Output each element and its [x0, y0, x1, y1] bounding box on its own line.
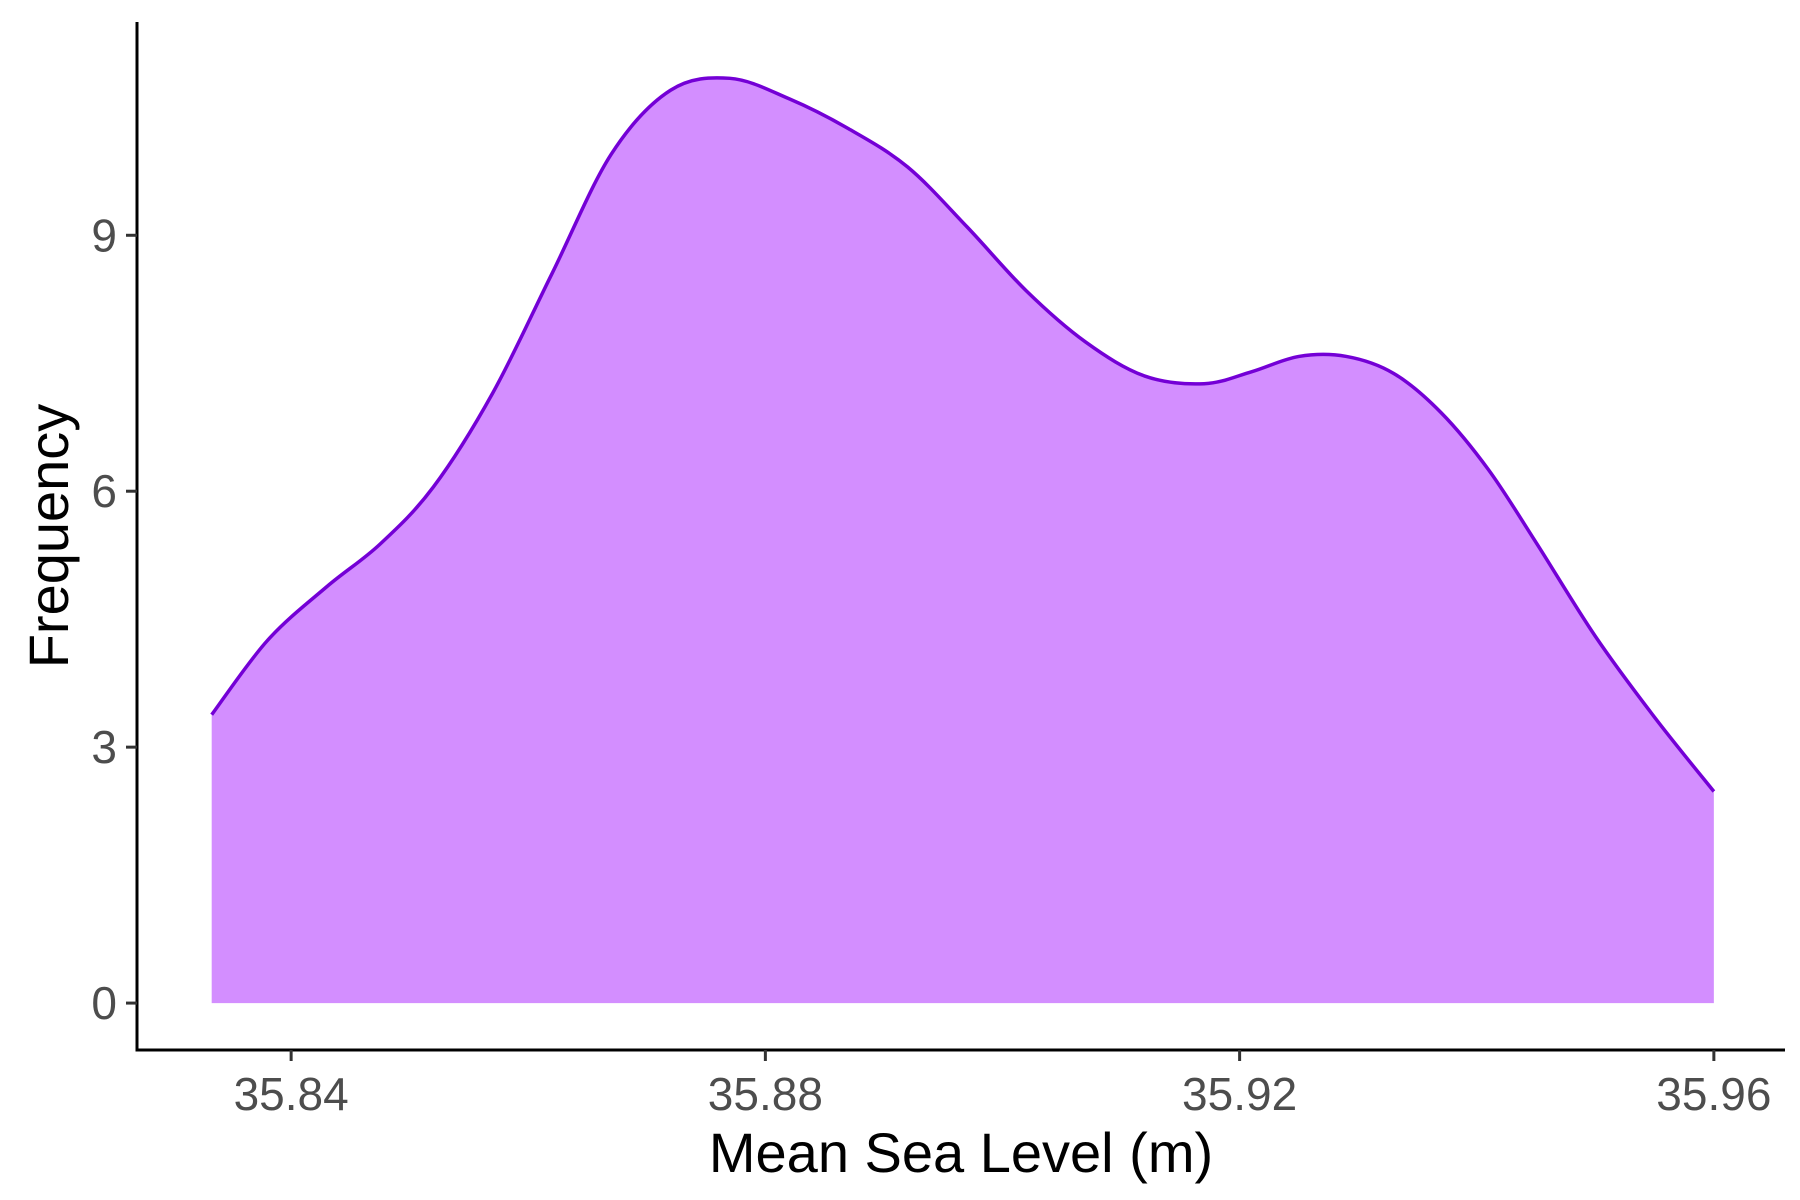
density-area-fill: [211, 77, 1714, 1004]
x-tick-label: 35.92: [1182, 1068, 1297, 1120]
y-tick-label: 0: [91, 977, 117, 1029]
x-axis-ticks: 35.84 35.88 35.92 35.96: [234, 1050, 1771, 1120]
x-axis-title: Mean Sea Level (m): [709, 1121, 1213, 1184]
y-axis-ticks: 0 3 6 9: [91, 209, 137, 1029]
y-tick-label: 6: [91, 465, 117, 517]
plot-area: [210, 76, 1716, 1004]
axes: 0 3 6 9 35.84 35.88 35.92 35.96: [91, 22, 1785, 1120]
x-tick-label: 35.88: [708, 1068, 823, 1120]
y-axis-title: Frequency: [17, 404, 80, 669]
y-tick-label: 9: [91, 209, 117, 261]
x-tick-label: 35.84: [234, 1068, 349, 1120]
x-tick-label: 35.96: [1656, 1068, 1771, 1120]
y-tick-label: 3: [91, 721, 117, 773]
density-curve-line: [210, 76, 1716, 793]
